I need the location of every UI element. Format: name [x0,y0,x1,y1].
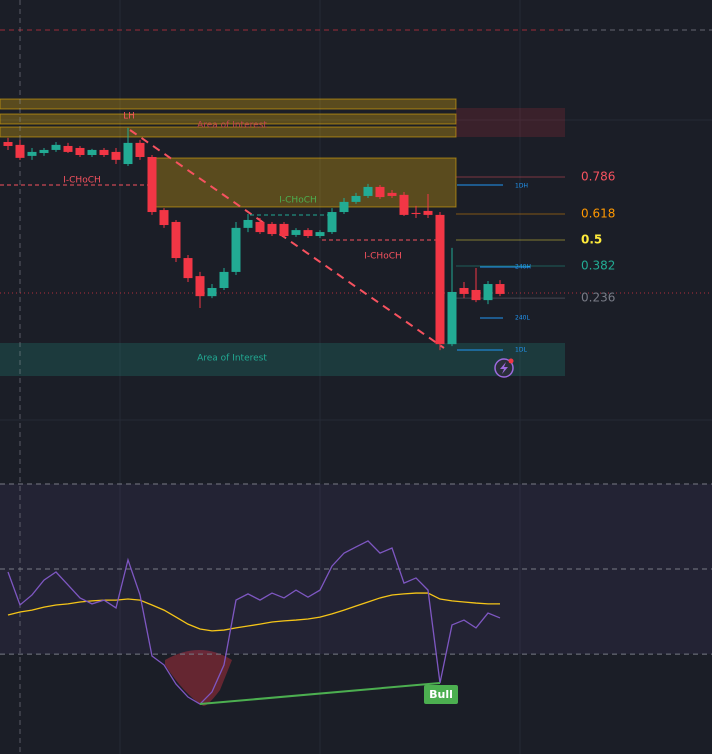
candle-body [447,291,457,345]
ma-line [7,592,500,632]
candle-body [459,288,469,294]
candle-body [423,210,433,215]
label: I-CHoCH [279,196,317,206]
candle-body [399,194,409,215]
alert-icon[interactable] [494,358,514,378]
candle-body [315,232,325,237]
label: 1DL [515,347,527,354]
zone [0,98,457,110]
candle-body [15,144,25,158]
candle-body [411,212,421,215]
alert-dot [508,358,514,364]
zone [0,343,565,376]
fib-label: 0.382 [581,258,615,272]
rsi-line [7,540,501,705]
label: Area of Interest [197,354,267,364]
label: LH [123,112,135,122]
trendline [129,129,445,349]
fib-label: 0.5 [581,233,602,247]
zone [456,108,565,137]
fib-label: 0.618 [581,207,615,221]
label: I-CHoCH [364,252,402,262]
bull-tag [424,684,458,704]
candle-body [183,258,193,279]
candle-body [339,201,349,213]
fib-label: 0.786 [581,170,615,184]
candle-body [279,223,289,237]
candle-body [291,230,301,235]
candle-body [123,142,133,165]
candle-body [171,221,181,259]
candle-body [39,149,49,154]
candle-body [471,289,481,301]
candle-body [483,284,493,301]
candle-body [435,214,445,345]
candle-body [351,195,361,202]
candle-body [63,145,73,152]
label: I-CHoCH [63,176,101,186]
divergence-line [199,681,441,706]
zone [0,113,457,125]
candle-body [111,151,121,160]
candle-body [231,227,241,272]
candle-body [327,212,337,233]
bull-label: Bull [429,688,453,701]
candle-body [3,142,13,146]
candle-body [387,192,397,196]
label: 1DH [515,183,528,190]
alert-bolt [500,362,508,374]
candle-body [255,221,265,233]
candle-body [219,271,229,288]
label: 240L [515,315,530,322]
candle-body [303,230,313,237]
candle-body [159,210,169,226]
candle-body [363,186,373,196]
candle-body [135,142,145,157]
candle-body [147,156,157,213]
candle-body [267,223,277,235]
candle-body [51,144,61,150]
label: 240H [515,264,531,271]
candle-body [495,284,505,294]
zone [0,126,457,138]
candle-body [195,276,205,297]
candle-body [375,186,385,198]
candle-body [207,288,217,297]
label: Area of Interest [197,121,267,131]
candle-body [243,219,253,228]
candle-body [75,147,85,156]
fib-label: 0.236 [581,291,615,305]
oversold-fill [165,650,232,706]
candle-body [87,149,97,156]
candle-body [99,149,109,156]
candle-body [27,151,37,156]
